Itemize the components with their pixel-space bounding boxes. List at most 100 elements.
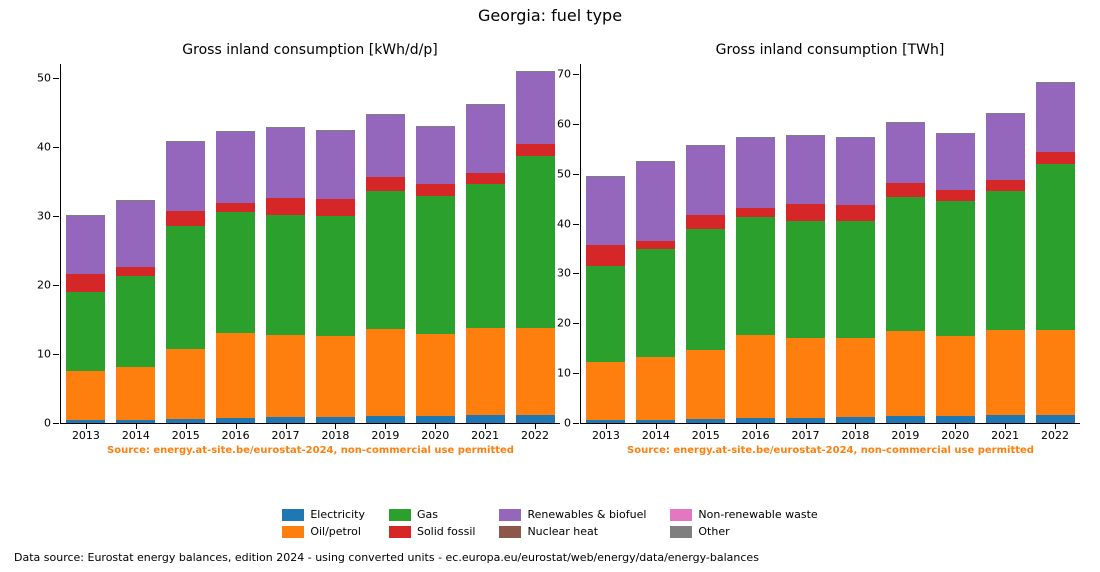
bar-segment (116, 276, 155, 368)
legend-swatch (389, 509, 411, 521)
x-tick-label: 2019 (371, 429, 399, 442)
bar-segment (736, 418, 775, 423)
legend-column: Non-renewable waste Other (670, 508, 817, 538)
bar-segment (786, 221, 825, 338)
legend-label: Nuclear heat (527, 525, 598, 538)
bar-column (786, 64, 825, 423)
bar-segment (836, 417, 875, 423)
y-tick-label: 10 (37, 347, 51, 360)
bar-segment (116, 267, 155, 276)
bar-segment (266, 128, 305, 198)
legend-label: Electricity (310, 508, 365, 521)
x-tick-label: 2019 (891, 429, 919, 442)
bar-segment (786, 338, 825, 418)
bar-segment (416, 184, 455, 196)
bar-segment (416, 127, 455, 184)
bar-segment (686, 419, 725, 423)
legend-item: Gas (389, 508, 475, 521)
legend-item: Renewables & biofuel (499, 508, 646, 521)
bar-segment (1036, 152, 1075, 163)
bar-column (516, 64, 555, 423)
bar-segment (736, 208, 775, 217)
bar-segment (66, 274, 105, 292)
x-tick-label: 2022 (1041, 429, 1069, 442)
bar-segment (266, 335, 305, 418)
bar-segment (936, 190, 975, 201)
legend-item: Solid fossil (389, 525, 475, 538)
y-tick (573, 224, 579, 225)
bar-column (416, 64, 455, 423)
bar-segment (516, 156, 555, 329)
bar-segment (316, 130, 355, 199)
bar-segment (936, 201, 975, 336)
x-tick-label: 2020 (421, 429, 449, 442)
legend: ElectricityOil/petrolGasSolid fossilRene… (0, 508, 1100, 538)
legend-swatch (282, 526, 304, 538)
legend-swatch (499, 526, 521, 538)
panel-title: Gross inland consumption [TWh] (580, 42, 1080, 58)
y-tick-label: 40 (557, 217, 571, 230)
bar-segment (886, 122, 925, 183)
bar-segment (586, 420, 625, 423)
bar-column (216, 64, 255, 423)
bar-segment (736, 217, 775, 335)
x-tick-label: 2018 (321, 429, 349, 442)
bar-segment (416, 334, 455, 415)
legend-label: Non-renewable waste (698, 508, 817, 521)
panel-0: Gross inland consumption [kWh/d/p]010203… (60, 42, 560, 462)
bar-segment (986, 191, 1025, 331)
bar-segment (636, 420, 675, 423)
bar-segment (366, 177, 405, 191)
legend-item: Other (670, 525, 817, 538)
x-tick-label: 2014 (122, 429, 150, 442)
x-tick-label: 2018 (841, 429, 869, 442)
bar-segment (736, 335, 775, 418)
x-tick-label: 2013 (592, 429, 620, 442)
bar-segment (316, 199, 355, 216)
legend-label: Renewables & biofuel (527, 508, 646, 521)
source-line: Source: energy.at-site.be/eurostat-2024,… (581, 445, 1080, 456)
bar-segment (886, 197, 925, 332)
bar-segment (836, 338, 875, 417)
y-tick (573, 74, 579, 75)
bar-segment (466, 184, 505, 328)
x-tick-label: 2016 (222, 429, 250, 442)
y-tick-label: 50 (557, 167, 571, 180)
bar-segment (1036, 82, 1075, 152)
bar-column (1036, 64, 1075, 423)
y-tick (53, 147, 59, 148)
y-tick (53, 423, 59, 424)
bar-column (686, 64, 725, 423)
y-tick (573, 124, 579, 125)
bar-segment (1036, 415, 1075, 423)
plot-area: 0102030405020132014201520162017201820192… (60, 64, 560, 424)
bar-column (586, 64, 625, 423)
y-tick-label: 30 (557, 267, 571, 280)
bar-segment (166, 226, 205, 349)
bar-segment (586, 176, 625, 244)
footer-text: Data source: Eurostat energy balances, e… (14, 551, 759, 564)
bar-segment (116, 367, 155, 419)
y-tick-label: 20 (557, 317, 571, 330)
y-tick (573, 273, 579, 274)
bar-segment (636, 249, 675, 357)
bar-segment (636, 162, 675, 241)
bar-segment (636, 357, 675, 420)
legend-item: Nuclear heat (499, 525, 646, 538)
x-tick-label: 2022 (521, 429, 549, 442)
bar-segment (686, 229, 725, 350)
x-tick-label: 2013 (72, 429, 100, 442)
bar-segment (216, 418, 255, 423)
bar-segment (416, 196, 455, 335)
bar-column (466, 64, 505, 423)
figure-suptitle: Georgia: fuel type (0, 6, 1100, 25)
legend-item: Electricity (282, 508, 365, 521)
y-tick-label: 30 (37, 209, 51, 222)
legend-column: Renewables & biofuel Nuclear heat (499, 508, 646, 538)
x-tick-label: 2020 (941, 429, 969, 442)
bar-segment (466, 328, 505, 416)
bar-segment (516, 144, 555, 156)
y-tick-label: 0 (564, 417, 571, 430)
bar-segment (216, 212, 255, 333)
bar-segment (736, 137, 775, 208)
